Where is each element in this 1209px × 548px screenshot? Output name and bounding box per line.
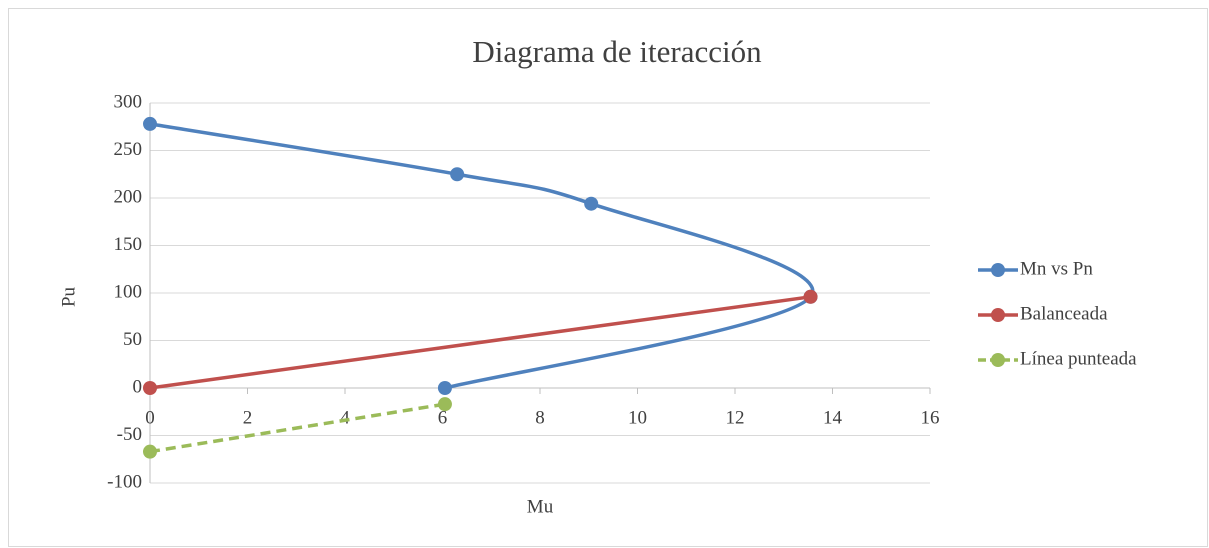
chart-border <box>8 8 1208 547</box>
y-axis-title: Pu <box>58 286 79 307</box>
x-tick-label: 0 <box>145 407 155 428</box>
legend-marker <box>991 263 1005 277</box>
y-tick-label: 50 <box>123 329 142 350</box>
point <box>143 116 157 131</box>
legend-label: Línea punteada <box>1020 348 1137 369</box>
point <box>437 381 452 395</box>
x-tick-label: 6 <box>438 407 448 428</box>
legend-marker <box>991 308 1005 322</box>
point <box>437 397 452 412</box>
x-tick-label: 4 <box>340 407 350 428</box>
x-axis-title: Mu <box>527 496 554 517</box>
y-tick-label: 0 <box>133 376 143 397</box>
point <box>450 167 465 182</box>
y-tick-label: 300 <box>114 91 143 112</box>
x-tick-label: 14 <box>823 407 843 428</box>
legend-label: Mn vs Pn <box>1020 258 1093 279</box>
chart-title: Diagrama de iteracción <box>472 34 762 69</box>
legend-label: Balanceada <box>1020 303 1108 324</box>
point <box>143 381 157 395</box>
x-tick-label: 12 <box>726 407 745 428</box>
x-tick-label: 8 <box>535 407 545 428</box>
x-tick-label: 16 <box>921 407 940 428</box>
y-tick-label: 250 <box>114 139 143 160</box>
series-line <box>149 122 815 390</box>
y-tick-label: -100 <box>107 471 142 492</box>
point <box>143 444 157 459</box>
legend-marker <box>991 353 1005 367</box>
series-line <box>149 402 446 454</box>
point <box>584 196 599 211</box>
x-tick-label: 2 <box>243 407 253 428</box>
y-tick-label: 150 <box>114 234 143 255</box>
point <box>803 289 818 304</box>
y-tick-label: -50 <box>117 424 142 445</box>
y-tick-label: 100 <box>114 281 143 302</box>
y-tick-label: 200 <box>114 186 143 207</box>
series-line <box>149 295 811 390</box>
x-tick-label: 10 <box>628 407 647 428</box>
